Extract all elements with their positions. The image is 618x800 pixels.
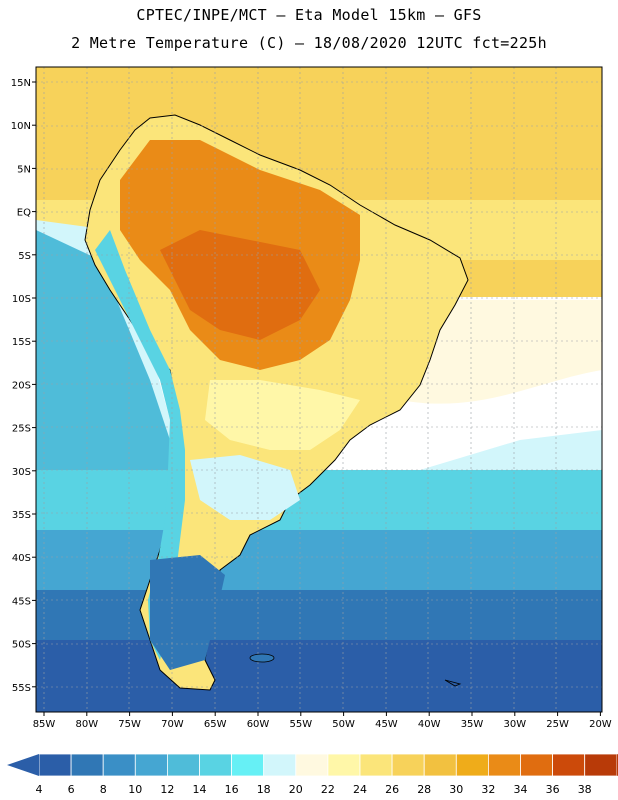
ocean-band-cool (36, 530, 602, 590)
colorbar-bin-11 (391, 753, 425, 777)
lat-label-50s: 50S (12, 640, 31, 651)
lon-label-30w: 30W (503, 719, 526, 730)
colorbar-label-36: 36 (546, 783, 560, 796)
lat-label-eq: EQ (17, 208, 31, 219)
longitude-labels: 85W 80W 75W 70W 65W 60W 55W 50W 45W 40W 35W 30W 25W 2… (33, 712, 612, 730)
colorbar-label-6: 6 (68, 783, 75, 796)
andes-cold-strip (95, 230, 185, 660)
lat-label-10n: 10N (11, 121, 31, 132)
ocean-band-mid (36, 470, 602, 540)
colorbar-label-24: 24 (353, 783, 367, 796)
ocean-band-cyan (36, 230, 180, 470)
colorbar-label-14: 14 (193, 783, 207, 796)
colorbar-label-10: 10 (128, 783, 142, 796)
title-line-1: CPTEC/INPE/MCT – Eta Model 15km – GFS (136, 6, 482, 24)
colorbar-label-16: 16 (225, 783, 239, 796)
colorbar-bin-16 (552, 753, 586, 777)
title-line-2: 2 Metre Temperature (C) – 18/08/2020 12U… (71, 34, 547, 52)
lat-label-55s: 55S (12, 683, 31, 694)
colorbar-bin-3 (134, 753, 168, 777)
lat-label-10s: 10S (12, 294, 31, 305)
colorbar-label-20: 20 (289, 783, 303, 796)
colorbar-label-34: 34 (514, 783, 528, 796)
patagonia-cold-region (150, 555, 225, 670)
lat-label-25s: 25S (12, 424, 31, 435)
lon-label-25w: 25W (546, 719, 569, 730)
falkland-islands (249, 653, 275, 663)
colorbar-bin-5 (199, 753, 232, 777)
graticule (36, 67, 602, 712)
colorbar-label-30: 30 (449, 783, 463, 796)
lon-label-65w: 65W (204, 719, 227, 730)
colorbar: 4 6 8 10 12 14 16 18 20 22 24 26 28 30 32 34 36 38 (7, 753, 618, 796)
colorbar-bin-13 (455, 753, 489, 777)
colorbar-bin-1 (70, 753, 104, 777)
lon-label-55w: 55W (289, 719, 312, 730)
lat-label-5n: 5N (17, 164, 31, 175)
colorbar-label-22: 22 (321, 783, 335, 796)
lat-label-20s: 20S (12, 380, 31, 391)
colorbar-bin-0 (38, 753, 72, 777)
colorbar-bin-17 (584, 753, 618, 777)
lat-label-15n: 15N (11, 78, 31, 89)
lon-label-45w: 45W (375, 719, 398, 730)
lon-label-50w: 50W (332, 719, 355, 730)
south-warm-region (205, 380, 360, 450)
lat-label-5s: 5S (18, 251, 31, 262)
colorbar-label-26: 26 (385, 783, 399, 796)
colorbar-label-4: 4 (36, 783, 43, 796)
colorbar-bin-2 (102, 753, 136, 777)
lat-label-30s: 30S (12, 467, 31, 478)
lat-label-35s: 35S (12, 510, 31, 521)
colorbar-bin-10 (359, 753, 393, 777)
colorbar-bin-6 (231, 753, 265, 777)
colorbar-label-32: 32 (481, 783, 495, 796)
lon-label-80w: 80W (75, 719, 98, 730)
colorbar-bin-7 (263, 753, 297, 777)
lon-label-85w: 85W (33, 719, 56, 730)
lat-label-15s: 15S (12, 337, 31, 348)
colorbar-label-8: 8 (100, 783, 107, 796)
colorbar-label-18: 18 (257, 783, 271, 796)
colorbar-label-28: 28 (417, 783, 431, 796)
pampas-cool-region (190, 455, 300, 520)
lon-label-75w: 75W (118, 719, 141, 730)
lat-label-45s: 45S (12, 596, 31, 607)
lon-label-60w: 60W (247, 719, 270, 730)
south-georgia (444, 679, 462, 687)
colorbar-bin-8 (295, 753, 329, 777)
latitude-labels: 15N 10N 5N EQ 5S 10S 15S 20S 25S 30S 35S 40S 45S 50S 5… (11, 78, 36, 694)
colorbar-bin-4 (166, 753, 200, 777)
colorbar-low-arrow (7, 754, 39, 776)
lon-label-20w: 20W (589, 719, 612, 730)
map-frame (35, 66, 603, 713)
colorbar-label-12: 12 (160, 783, 174, 796)
lat-label-40s: 40S (12, 553, 31, 564)
lon-label-40w: 40W (418, 719, 441, 730)
colorbar-bin-15 (520, 753, 553, 777)
temperature-map: 15N 10N 5N EQ 5S 10S 15S 20S 25S 30S 35S 40S 45S 50S 5… (11, 66, 612, 730)
lon-label-35w: 35W (461, 719, 484, 730)
colorbar-label-38: 38 (578, 783, 592, 796)
colorbar-bin-14 (487, 753, 521, 777)
colorbar-bin-9 (327, 753, 361, 777)
lon-label-70w: 70W (161, 719, 184, 730)
colorbar-bin-12 (423, 753, 457, 777)
amazon-hottest-region (160, 230, 320, 340)
ocean-band-coldest (36, 640, 602, 712)
